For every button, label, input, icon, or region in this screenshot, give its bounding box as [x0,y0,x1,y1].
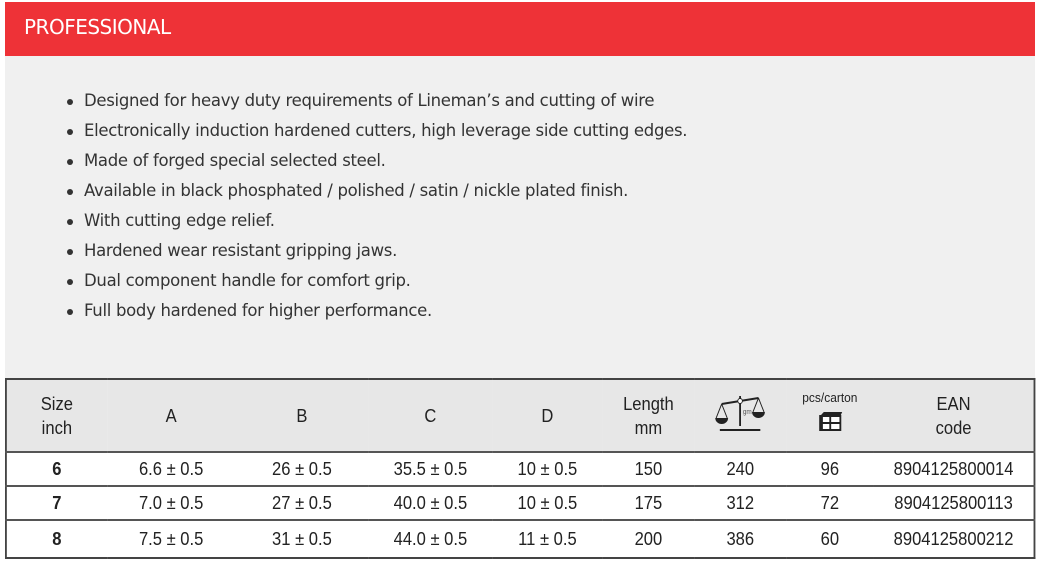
feature-item: Electronically induction hardened cutter… [67,116,688,146]
cell-pcs: 60 [820,528,840,549]
col-a: A [106,379,236,453]
cell-weight: 240 [726,458,755,479]
feature-item: Hardened wear resistant gripping jaws. [67,236,687,266]
table-header-row: Size inch A B C D Length mm gm pcs/carton … [5,379,1035,453]
cell-length: 175 [634,492,663,513]
feature-item: Dual component handle for comfort grip. [67,266,687,296]
cell-weight: 386 [726,528,755,549]
carton-icon [818,411,842,431]
cell-a: 6.6 ± 0.5 [138,458,204,479]
col-length: Length mm [602,379,695,453]
feature-item: Designed for heavy duty requirements of … [67,86,687,116]
cell-c: 35.5 ± 0.5 [393,458,468,479]
col-weight: gm [694,379,787,453]
cell-b: 27 ± 0.5 [272,492,332,513]
cell-ean: 8904125800014 [893,458,1014,479]
cell-length: 200 [634,528,663,549]
section-header: PROFESSIONAL [5,2,1035,56]
cell-c: 44.0 ± 0.5 [393,528,468,549]
col-pcs: pcs/carton [786,379,874,453]
table-row: 8 7.5 ± 0.5 31 ± 0.5 44.0 ± 0.5 11 ± 0.5 200 3… [6,520,1035,558]
cell-c: 40.0 ± 0.5 [393,492,468,513]
col-ean: EAN code [873,379,1035,453]
cell-size: 7 [52,492,62,513]
cell-pcs: 72 [820,492,840,513]
col-c: C [368,379,493,453]
cell-length: 150 [634,458,663,479]
cell-pcs: 96 [820,458,840,479]
cell-size: 6 [52,458,62,479]
feature-item: With cutting edge relief. [67,206,687,236]
table-row: 7 7.0 ± 0.5 27 ± 0.5 40.0 ± 0.5 10 ± 0.5 175 3… [5,486,1035,520]
cell-d: 10 ± 0.5 [517,492,578,513]
cell-d: 11 ± 0.5 [518,528,577,549]
col-b: B [235,379,369,453]
scale-icon: gm [715,395,766,431]
cell-b: 26 ± 0.5 [272,458,332,479]
feature-item: Available in black phosphated / polished… [67,176,687,206]
table-row: 6 6.6 ± 0.5 26 ± 0.5 35.5 ± 0.5 10 ± 0.5 150 2… [5,452,1035,486]
feature-panel: Designed for heavy duty requirements of … [5,56,1035,378]
feature-item: Made of forged special selected steel. [67,146,687,176]
feature-item: Full body hardened for higher performanc… [67,296,687,326]
cell-size: 8 [52,528,62,549]
cell-weight: 312 [726,492,755,513]
cell-ean: 8904125800113 [894,492,1013,513]
col-d: D [492,379,603,453]
section-title: PROFESSIONAL [24,15,171,39]
svg-text:gm: gm [743,408,752,415]
cell-b: 31 ± 0.5 [272,528,332,549]
cell-ean: 8904125800212 [893,528,1014,549]
cell-a: 7.5 ± 0.5 [138,528,204,549]
spec-table: Size inch A B C D Length mm gm pcs/carton … [5,378,1036,559]
feature-list: Designed for heavy duty requirements of … [67,86,688,326]
cell-a: 7.0 ± 0.5 [138,492,204,513]
cell-d: 10 ± 0.5 [517,458,578,479]
col-size: Size inch [5,379,107,453]
